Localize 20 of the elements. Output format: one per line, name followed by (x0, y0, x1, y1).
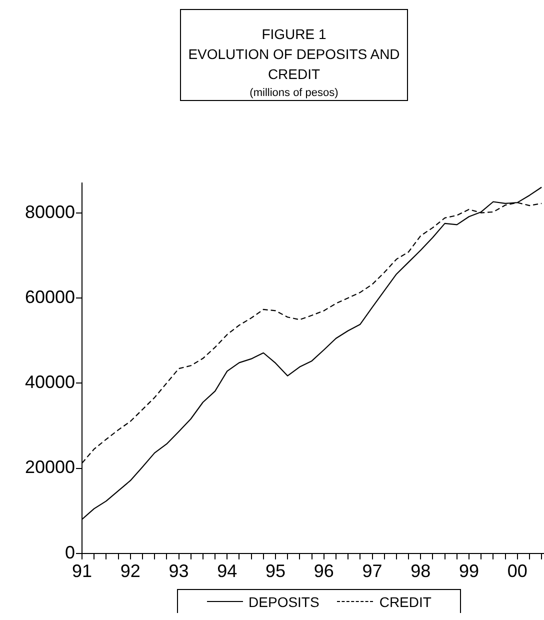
y-tick-label: 60000 (24, 286, 75, 307)
x-tick-label: 91 (72, 561, 92, 582)
y-tick-label: 20000 (24, 457, 75, 478)
x-tick-label: 98 (410, 561, 431, 582)
y-tick-label: 40000 (24, 372, 75, 392)
y-tick-label: 80000 (24, 202, 75, 222)
x-tick-label: 97 (362, 561, 382, 582)
y-tick-label: 0 (64, 542, 75, 562)
text: (millions of pesos) (248, 86, 340, 101)
x-tick-label: 96 (314, 561, 334, 582)
x-tick-label: 94 (217, 561, 238, 582)
legend-label: CREDIT (379, 594, 432, 610)
chart-subtitle: EVOLUTION OF DEPOSITS AND CREDIT (187, 45, 401, 84)
chart-title: FIGURE 1 (260, 25, 328, 44)
x-tick-label: 92 (120, 561, 140, 582)
x-tick-label: 00 (507, 561, 528, 582)
legend-label: DEPOSITS (248, 594, 320, 610)
x-tick-label: 93 (168, 561, 189, 582)
x-tick-label: 99 (459, 561, 480, 582)
x-tick-label: 95 (265, 561, 286, 582)
